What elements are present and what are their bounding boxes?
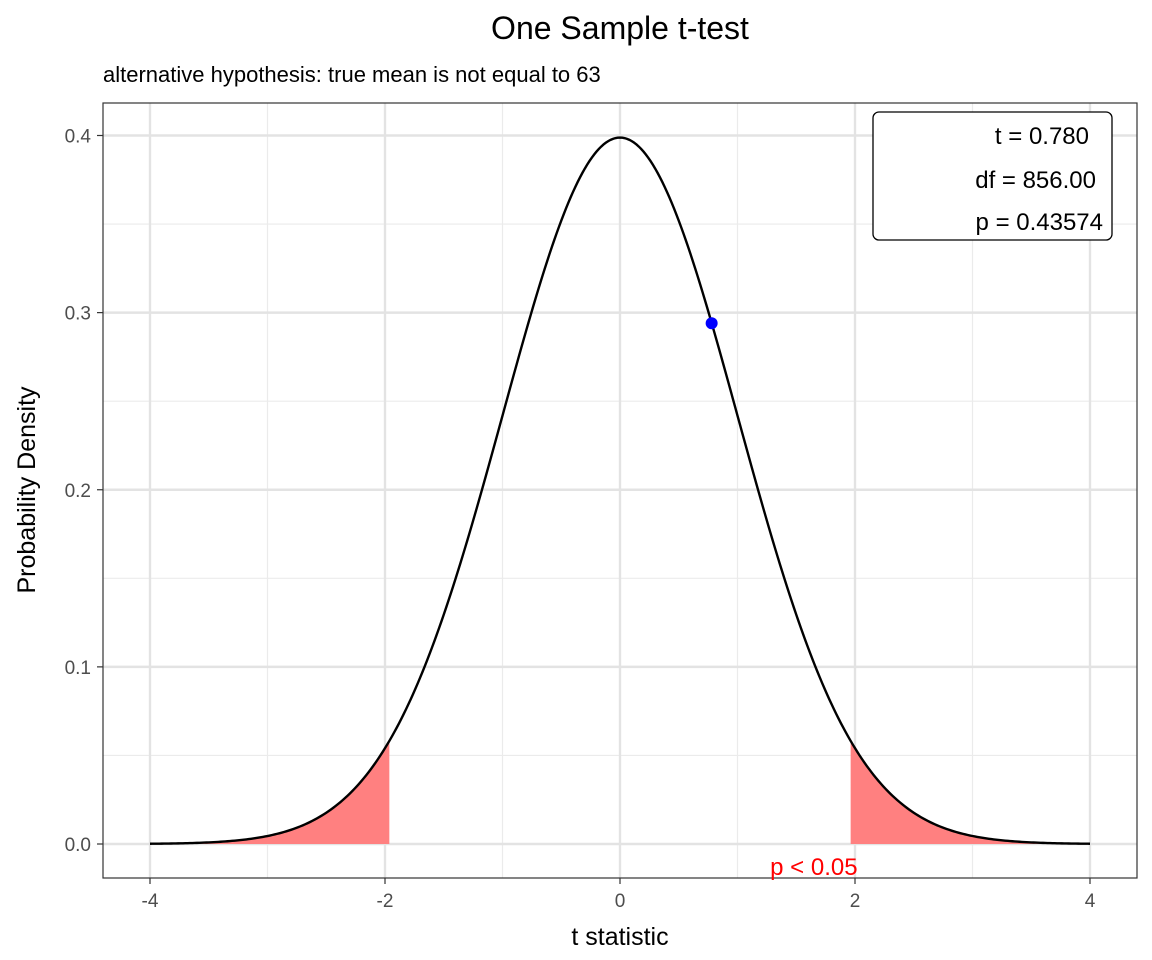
observed-t-point bbox=[705, 317, 718, 330]
x-tick-label: -2 bbox=[377, 891, 394, 912]
x-axis-title: t statistic bbox=[571, 923, 668, 951]
rejection-region bbox=[150, 740, 1090, 844]
rejection-region-lower bbox=[150, 740, 390, 844]
x-tick-label: -4 bbox=[142, 891, 159, 912]
y-tick-label: 0.0 bbox=[65, 835, 91, 856]
chart-title: One Sample t-test bbox=[491, 10, 749, 46]
stats-box-frame bbox=[872, 111, 1113, 241]
stat-p: p = 0.43574 bbox=[976, 209, 1103, 236]
y-axis: 0.0 0.1 0.2 0.3 0.4 bbox=[65, 127, 103, 856]
y-tick-label: 0.1 bbox=[65, 658, 91, 679]
rejection-region-upper bbox=[850, 740, 1090, 844]
stats-box: t = 0.780 df = 856.00 p = 0.43574 bbox=[872, 111, 1113, 241]
p-threshold-note: p < 0.05 bbox=[770, 854, 857, 881]
y-tick-label: 0.4 bbox=[65, 127, 92, 148]
x-tick-label: 0 bbox=[615, 891, 626, 912]
x-tick-label: 2 bbox=[850, 891, 861, 912]
x-axis: -4 -2 0 2 4 bbox=[142, 878, 1096, 912]
y-tick-label: 0.3 bbox=[65, 304, 91, 325]
x-tick-label: 4 bbox=[1085, 891, 1096, 912]
y-axis-title: Probability Density bbox=[13, 386, 41, 594]
stat-t: t = 0.780 bbox=[995, 123, 1089, 150]
stat-df: df = 856.00 bbox=[975, 167, 1096, 194]
density-curve bbox=[149, 136, 1091, 845]
y-tick-label: 0.2 bbox=[65, 481, 91, 502]
chart-subtitle: alternative hypothesis: true mean is not… bbox=[103, 62, 601, 87]
